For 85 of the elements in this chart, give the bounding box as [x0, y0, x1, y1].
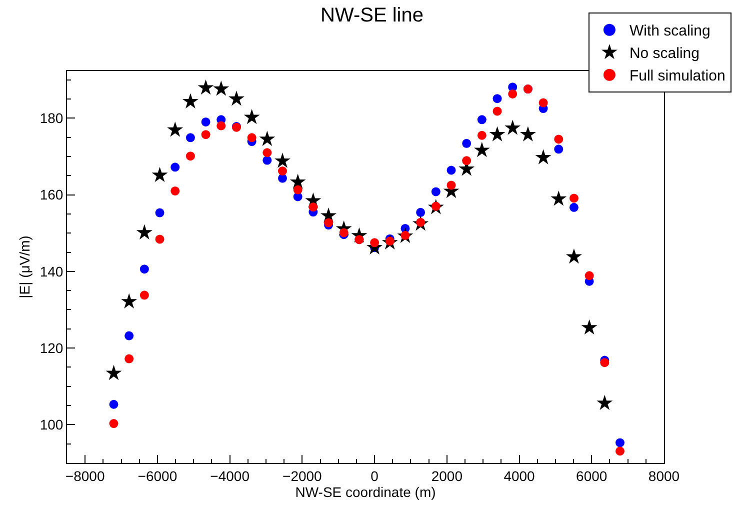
x-tick-label: −6000: [138, 468, 178, 484]
point: [492, 94, 502, 104]
point: [124, 331, 134, 340]
point: [462, 156, 472, 166]
point: [167, 122, 184, 137]
point: [308, 202, 318, 212]
x-tick-label: 2000: [431, 468, 463, 484]
point: [446, 166, 456, 175]
point: [182, 93, 198, 108]
point: [520, 126, 536, 142]
point: [213, 80, 230, 96]
point: [446, 180, 456, 190]
point: [262, 156, 272, 165]
point: [370, 238, 380, 248]
y-tick-label: 140: [40, 263, 64, 280]
point: [152, 166, 168, 182]
point: [554, 134, 564, 144]
point: [550, 190, 567, 206]
point: [554, 144, 564, 154]
point: [140, 264, 149, 274]
point: [109, 419, 118, 428]
point: [186, 152, 195, 161]
point: [155, 234, 164, 244]
point: [431, 187, 440, 196]
point: [416, 208, 426, 217]
x-tick-label: −4000: [210, 468, 250, 484]
x-tick-label: −2000: [282, 468, 322, 484]
point: [109, 400, 118, 409]
point: [155, 208, 164, 218]
point: [462, 138, 472, 148]
point: [569, 202, 578, 212]
y-tick-label: 180: [40, 110, 64, 126]
point: [566, 248, 582, 264]
point: [140, 290, 149, 300]
point: [538, 98, 548, 108]
point: [274, 152, 290, 168]
point: [474, 142, 490, 158]
y-tick-label: 100: [40, 416, 64, 433]
y-axis-title: |E| (μV/m): [16, 236, 32, 298]
point: [201, 117, 210, 126]
x-tick-label: 8000: [648, 468, 680, 484]
point: [616, 438, 624, 448]
point: [584, 271, 594, 280]
legend-label: With scaling: [629, 22, 710, 40]
point: [278, 166, 287, 176]
x-tick-label: −8000: [65, 468, 105, 484]
point: [106, 364, 122, 380]
point: [262, 148, 272, 158]
point: [504, 120, 521, 135]
legend-label: Full simulation: [629, 68, 726, 85]
point: [616, 446, 624, 456]
point: [596, 394, 613, 410]
point: [508, 89, 518, 98]
chart-title: NW-SE line: [320, 4, 424, 27]
point: [293, 185, 302, 194]
x-tick-label: 4000: [504, 468, 536, 484]
x-axis-title: NW-SE coordinate (m): [295, 484, 436, 500]
point: [247, 133, 256, 142]
point: [170, 162, 180, 172]
point: [121, 293, 138, 308]
point: [569, 194, 578, 203]
point: [201, 130, 210, 140]
point: [244, 108, 260, 124]
point: [228, 90, 244, 106]
point: [198, 79, 214, 95]
x-tick-label: 6000: [576, 468, 608, 484]
point: [124, 354, 134, 364]
y-tick-label: 120: [40, 340, 64, 356]
point: [581, 319, 598, 335]
point: [259, 130, 276, 146]
point: [324, 218, 334, 228]
legend-label: No scaling: [629, 45, 700, 62]
point: [170, 186, 180, 196]
point: [290, 174, 306, 189]
point: [186, 133, 195, 142]
point: [492, 106, 502, 116]
point: [477, 115, 486, 124]
point: [535, 149, 552, 164]
y-tick-label: 160: [40, 186, 64, 203]
point: [216, 121, 226, 130]
x-tick-label: 0: [370, 468, 379, 484]
point: [489, 126, 506, 142]
point: [600, 358, 610, 368]
point: [136, 224, 152, 240]
point: [477, 130, 486, 140]
